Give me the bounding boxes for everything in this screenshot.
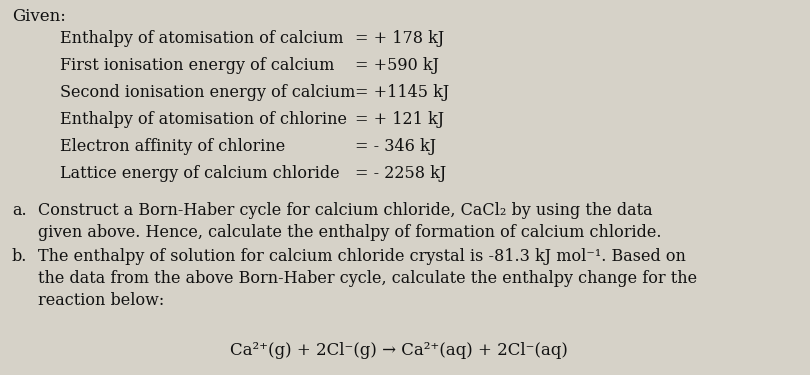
Text: b.: b.	[12, 248, 28, 265]
Text: = +590 kJ: = +590 kJ	[355, 57, 439, 74]
Text: Construct a Born-Haber cycle for calcium chloride, CaCl₂ by using the data: Construct a Born-Haber cycle for calcium…	[38, 202, 653, 219]
Text: Second ionisation energy of calcium: Second ionisation energy of calcium	[60, 84, 356, 101]
Text: First ionisation energy of calcium: First ionisation energy of calcium	[60, 57, 335, 74]
Text: = + 178 kJ: = + 178 kJ	[355, 30, 444, 47]
Text: reaction below:: reaction below:	[38, 292, 164, 309]
Text: = + 121 kJ: = + 121 kJ	[355, 111, 444, 128]
Text: Given:: Given:	[12, 8, 66, 25]
Text: given above. Hence, calculate the enthalpy of formation of calcium chloride.: given above. Hence, calculate the enthal…	[38, 224, 662, 241]
Text: Enthalpy of atomisation of calcium: Enthalpy of atomisation of calcium	[60, 30, 343, 47]
Text: = - 346 kJ: = - 346 kJ	[355, 138, 436, 155]
Text: the data from the above Born-Haber cycle, calculate the enthalpy change for the: the data from the above Born-Haber cycle…	[38, 270, 697, 287]
Text: Ca²⁺(g) + 2Cl⁻(g) → Ca²⁺(aq) + 2Cl⁻(aq): Ca²⁺(g) + 2Cl⁻(g) → Ca²⁺(aq) + 2Cl⁻(aq)	[230, 342, 568, 359]
Text: Lattice energy of calcium chloride: Lattice energy of calcium chloride	[60, 165, 339, 182]
Text: = - 2258 kJ: = - 2258 kJ	[355, 165, 446, 182]
Text: Enthalpy of atomisation of chlorine: Enthalpy of atomisation of chlorine	[60, 111, 347, 128]
Text: The enthalpy of solution for calcium chloride crystal is -81.3 kJ mol⁻¹. Based o: The enthalpy of solution for calcium chl…	[38, 248, 686, 265]
Text: Electron affinity of chlorine: Electron affinity of chlorine	[60, 138, 285, 155]
Text: = +1145 kJ: = +1145 kJ	[355, 84, 450, 101]
Text: a.: a.	[12, 202, 27, 219]
